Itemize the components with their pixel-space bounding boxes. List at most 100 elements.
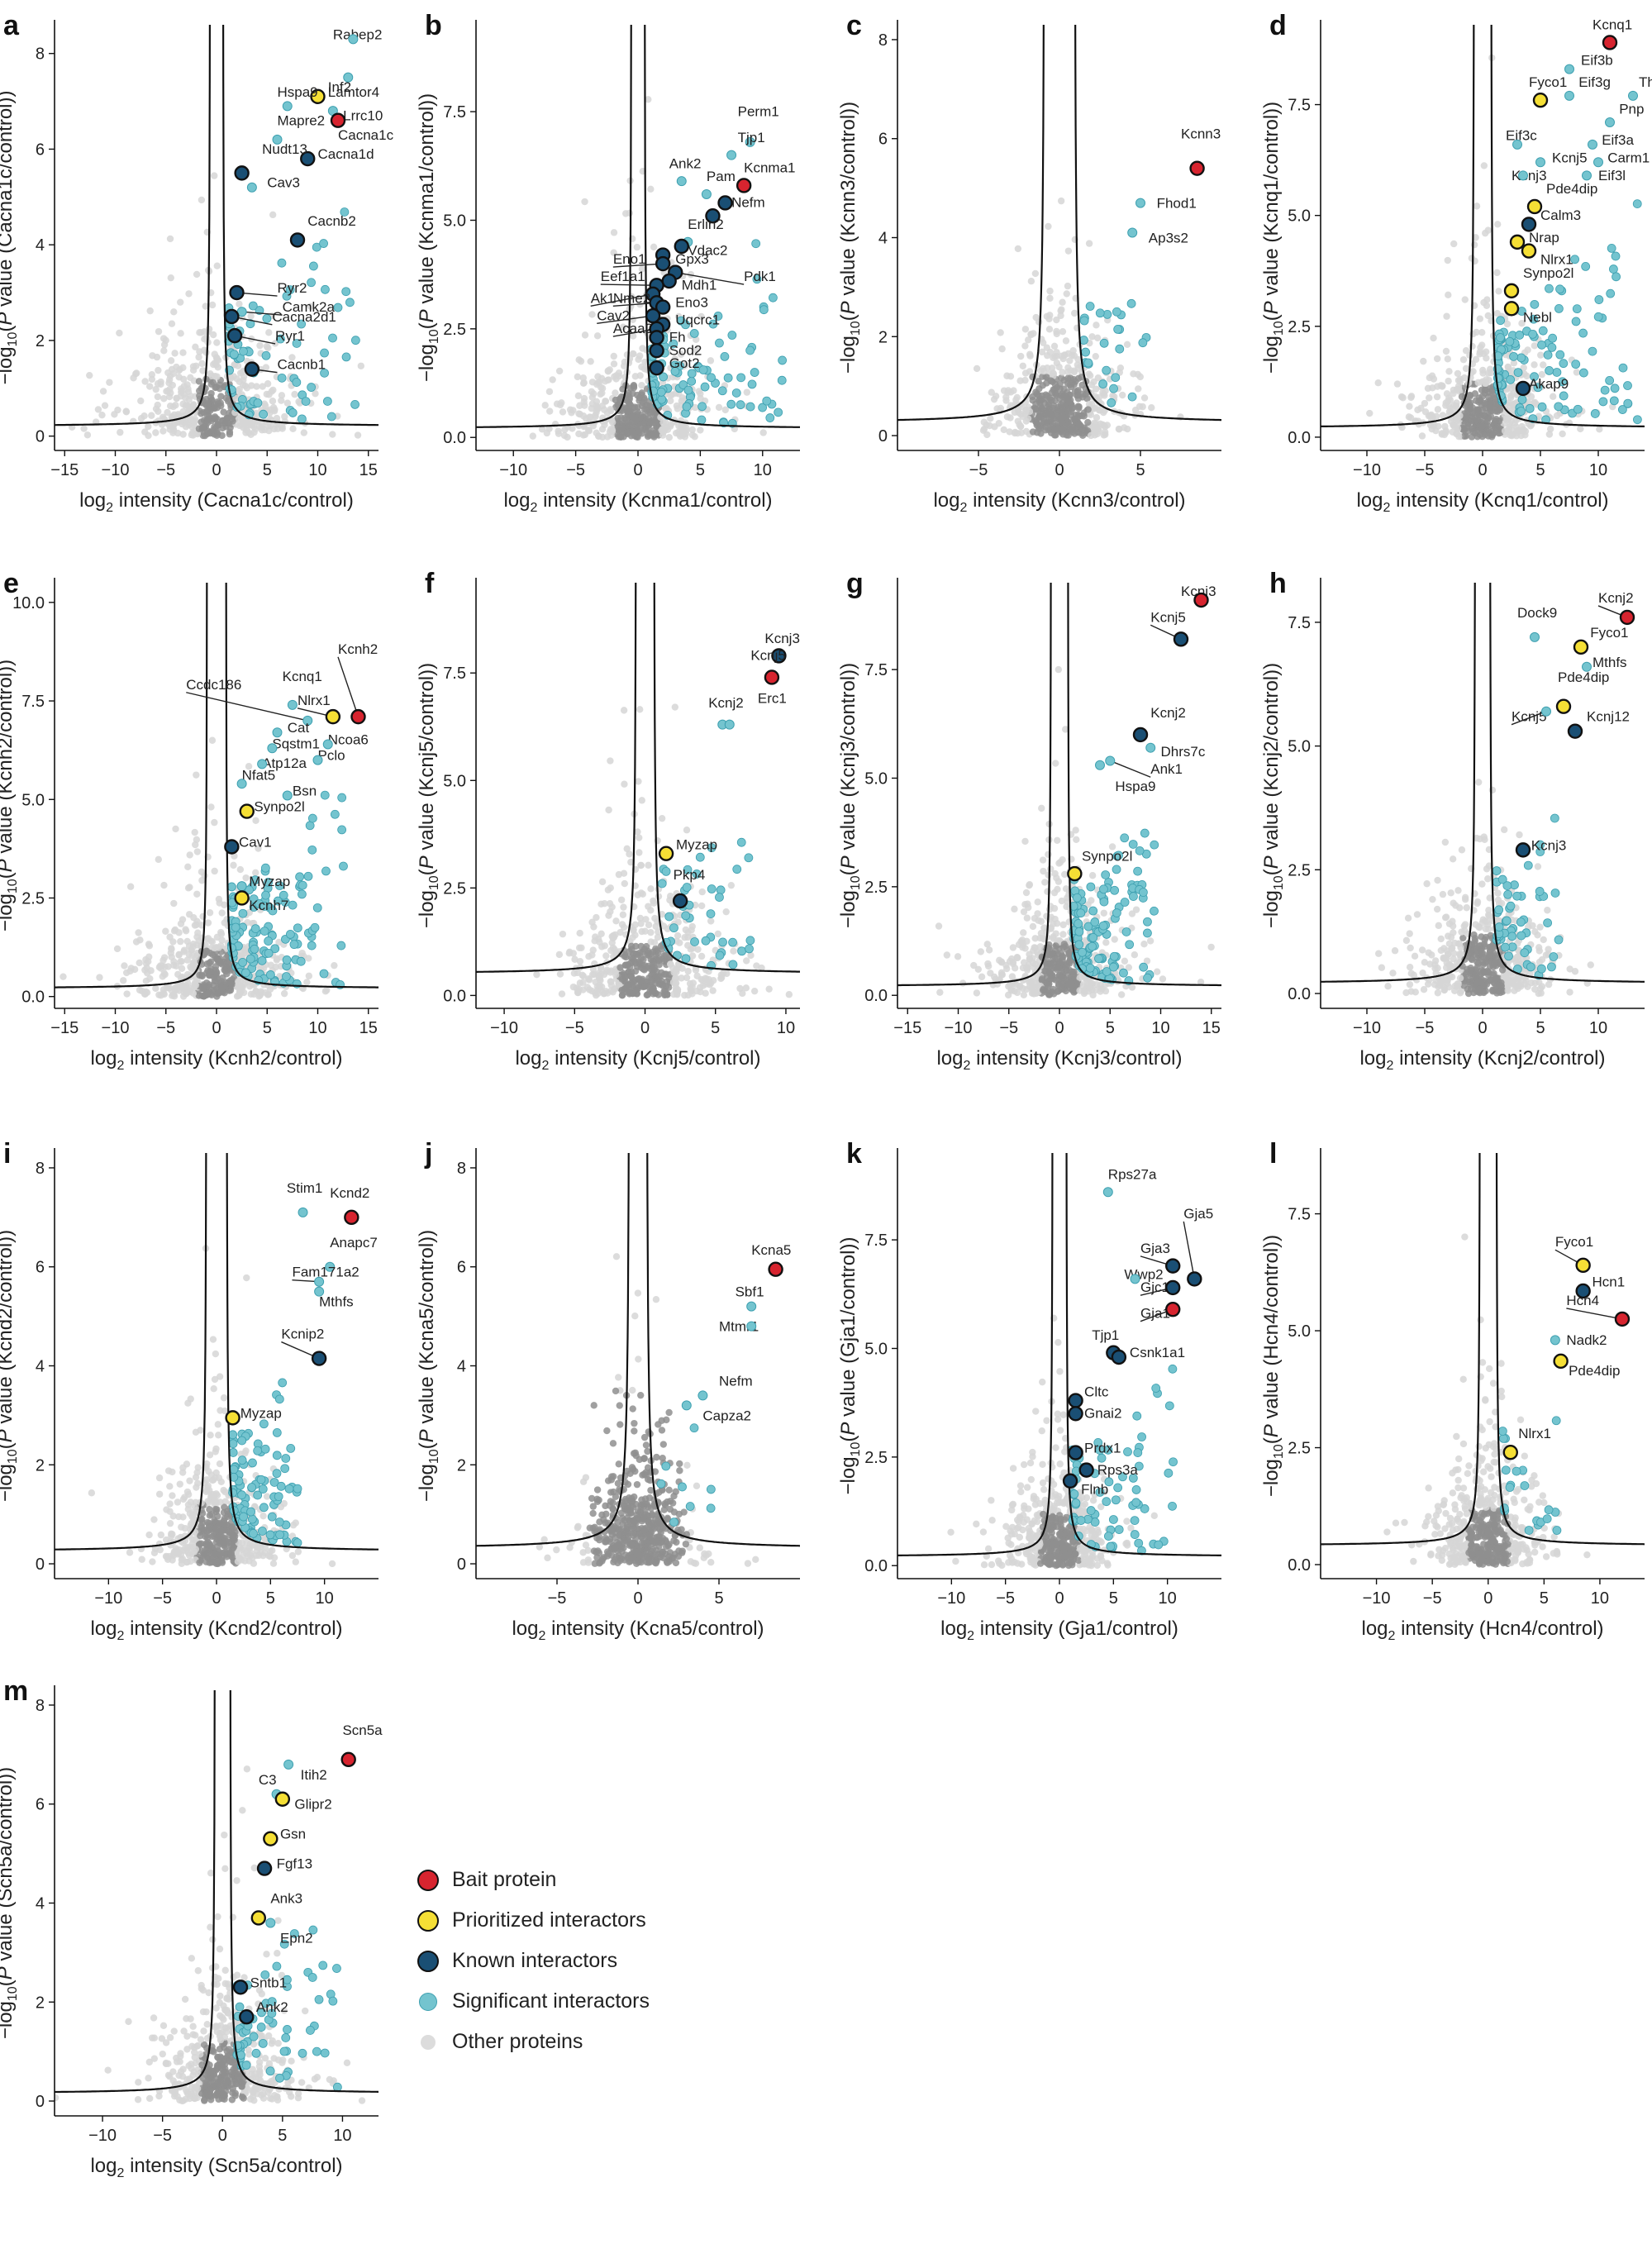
significant-point	[778, 355, 788, 365]
point-label: Nfat5	[242, 767, 276, 783]
other-protein-point	[1024, 900, 1031, 908]
other-protein-point	[1026, 407, 1034, 416]
panel-letter: c	[846, 10, 862, 41]
other-protein-point	[101, 402, 109, 409]
other-protein-point	[647, 928, 655, 936]
other-protein-point	[1065, 949, 1073, 957]
significant-point	[1558, 377, 1567, 387]
other-protein-point	[1050, 889, 1059, 897]
point-nrap: Nrap	[1509, 230, 1559, 250]
other-protein-point	[1491, 417, 1499, 425]
other-protein-point	[1146, 937, 1154, 945]
point-label: Nebl	[1523, 309, 1552, 325]
point-sod2: Sod2	[649, 342, 702, 358]
x-tick-label: −10	[1353, 461, 1381, 479]
other-protein-point	[1034, 982, 1042, 990]
other-protein-point	[617, 414, 625, 422]
point-nudt13: Nudt13	[234, 141, 307, 181]
other-protein-point	[354, 431, 362, 439]
other-protein-point	[555, 950, 564, 959]
other-protein-point	[580, 394, 588, 403]
other-protein-point	[707, 917, 715, 925]
other-protein-point	[1480, 298, 1488, 307]
other-protein-point	[193, 771, 200, 779]
other-protein-point	[1431, 957, 1440, 965]
other-protein-point	[1510, 403, 1517, 411]
other-protein-point	[1062, 885, 1070, 893]
other-protein-point	[1466, 391, 1473, 399]
other-protein-point	[1426, 394, 1433, 402]
significant-point	[1571, 360, 1581, 369]
other-protein-point	[171, 350, 179, 357]
significant-point	[248, 301, 258, 311]
significant-point	[259, 409, 268, 419]
other-protein-point	[676, 939, 683, 946]
other-protein-point	[177, 385, 185, 393]
other-protein-point	[1511, 420, 1518, 427]
other-protein-point	[608, 418, 617, 426]
other-protein-point	[697, 952, 706, 960]
x-tick-label: −5	[566, 461, 585, 479]
other-protein-point	[529, 432, 537, 440]
significant-point	[337, 825, 347, 835]
other-protein-point	[621, 358, 629, 366]
threshold-curve-right	[1490, 25, 1645, 428]
other-protein-point	[578, 971, 586, 979]
other-protein-point	[727, 881, 736, 889]
x-axis-label: log2 intensity (Kcnh2/control)	[90, 1047, 342, 1073]
other-protein-point	[1053, 955, 1061, 963]
significant-point	[1593, 157, 1603, 168]
other-protein-point	[626, 401, 634, 408]
other-protein-point	[1493, 309, 1501, 317]
other-protein-point	[1052, 389, 1059, 398]
x-tick-label: 5	[263, 1019, 272, 1037]
point-cat: Cat	[272, 720, 309, 738]
significant-point	[320, 348, 329, 358]
other-protein-point	[614, 423, 621, 431]
other-protein-point	[581, 331, 589, 339]
significant-point	[1555, 350, 1565, 360]
other-protein-point	[1052, 760, 1059, 767]
other-protein-point	[1074, 392, 1082, 399]
other-protein-point	[160, 395, 168, 403]
other-protein-point	[1460, 374, 1469, 382]
other-protein-point	[132, 938, 140, 946]
other-protein-point	[152, 405, 160, 412]
other-protein-point	[1039, 934, 1047, 942]
other-protein-point	[207, 958, 215, 965]
other-protein-point	[288, 354, 296, 361]
other-protein-point	[1044, 351, 1051, 360]
other-protein-point	[252, 869, 259, 876]
prioritized-point	[1067, 865, 1083, 882]
point-nefm: Nefm	[717, 195, 765, 211]
significant-point	[1572, 304, 1582, 314]
other-protein-point	[283, 399, 292, 407]
other-protein-point	[630, 384, 638, 392]
point-vdac2: Vdac2	[674, 238, 728, 259]
point-got2: Got2	[649, 355, 700, 376]
bait-point	[1602, 35, 1618, 50]
other-protein-point	[1045, 915, 1053, 923]
panel-a: a Rabep2Lamtor4Inf2Hspa9Lrrc10Cacna1cMapr…	[0, 10, 394, 515]
significant-point	[273, 896, 283, 906]
x-axis-label: log2 intensity (Kcnq1/control)	[1356, 489, 1608, 515]
point-kcnma1: Kcnma1	[736, 160, 796, 193]
other-protein-point	[271, 406, 279, 413]
other-protein-point	[620, 707, 628, 714]
significant-point	[1509, 351, 1518, 361]
point-sqstm1: Sqstm1	[267, 736, 320, 754]
other-protein-point	[1481, 379, 1489, 387]
other-protein-point	[142, 977, 150, 985]
point-pdk1: Pdk1	[668, 264, 776, 285]
other-protein-point	[1413, 911, 1421, 918]
other-protein-point	[1079, 983, 1087, 990]
other-protein-point	[607, 757, 614, 765]
threshold-curve-right	[653, 583, 800, 973]
other-protein-point	[617, 896, 626, 903]
other-protein-point	[645, 861, 652, 869]
other-protein-point	[1078, 381, 1086, 389]
other-protein-point	[581, 402, 588, 409]
other-protein-point	[198, 418, 205, 426]
other-protein-point	[1407, 393, 1416, 400]
